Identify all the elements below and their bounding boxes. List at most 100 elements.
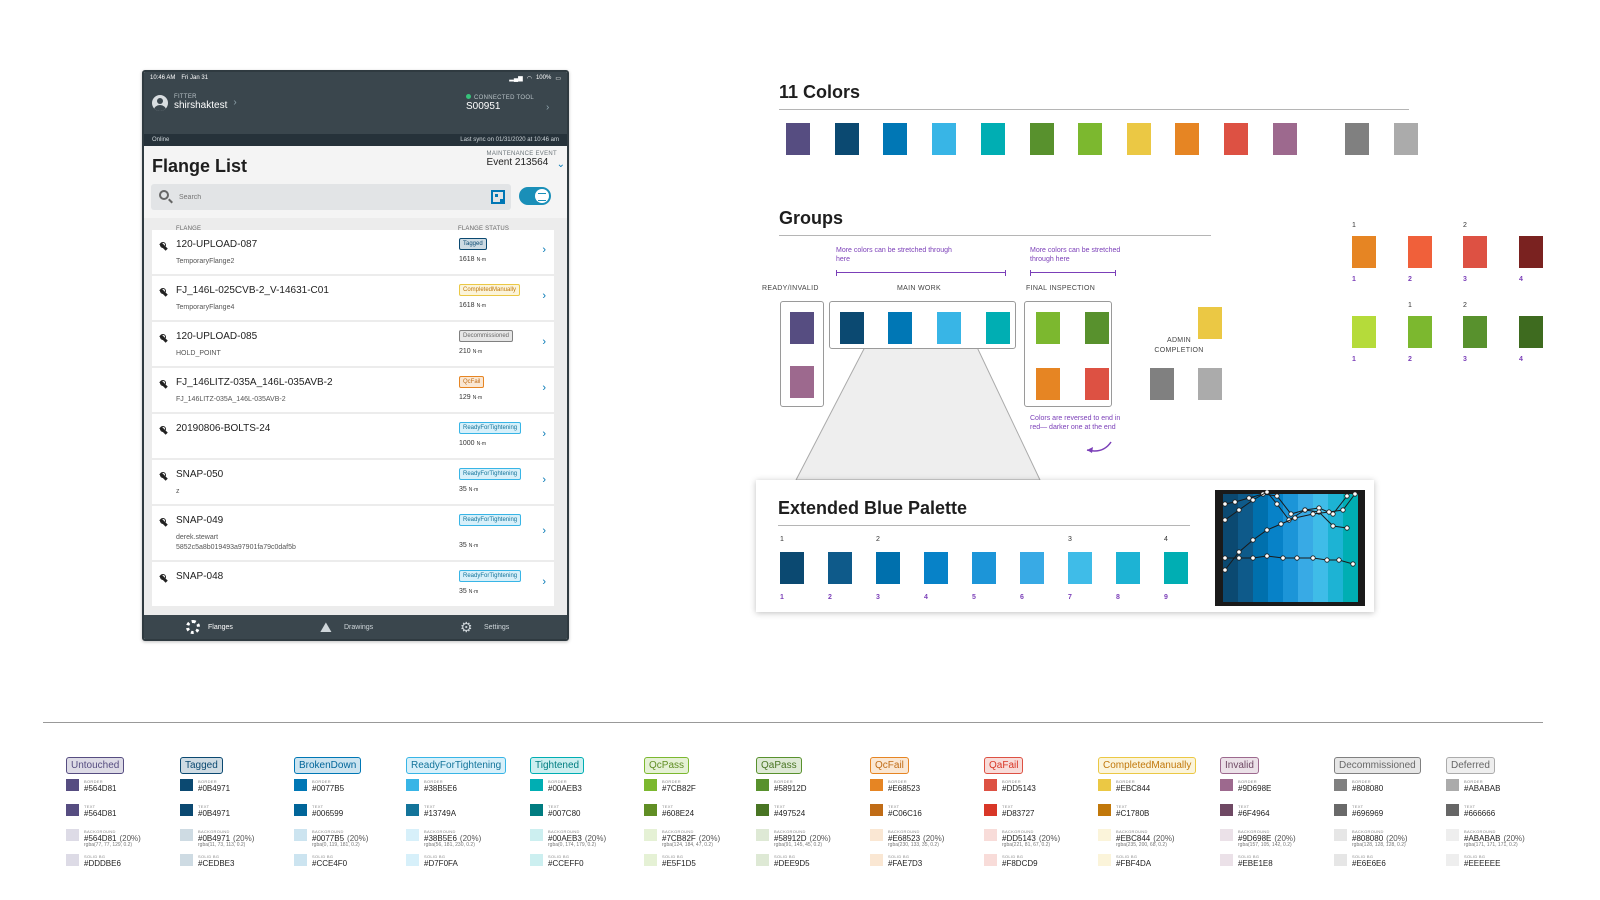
preview-band	[1253, 494, 1268, 602]
legend-solid-row: SOLID BG #CCE4F0	[294, 851, 394, 874]
legend-hex-value: #006599	[312, 809, 344, 818]
legend-hex: #EBC844	[1116, 784, 1150, 793]
title-bar: Flange List MAINTENANCE EVENT Event 2135…	[144, 146, 567, 182]
search-input[interactable]	[179, 190, 469, 204]
fitter-selector[interactable]: FITTER shirshaktest ›	[152, 94, 237, 111]
legend-hex: #D7F0FA	[424, 859, 458, 868]
legend-swatch	[180, 779, 193, 791]
tab-flanges[interactable]: Flanges	[186, 620, 233, 634]
legend-row-label: TEXT	[1116, 804, 1128, 809]
extended-top-number: 2	[876, 536, 880, 543]
legend-row-label: SOLID BG	[84, 854, 106, 859]
filter-toggle[interactable]	[519, 187, 551, 205]
wrench-icon	[159, 472, 168, 481]
ramp-bottom-number: 3	[1463, 276, 1467, 283]
legend-text-row: TEXT #6F4964	[1220, 801, 1320, 824]
legend-hex: #0B4971	[198, 809, 230, 818]
legend-hex-value: #D7F0FA	[424, 859, 458, 868]
anno-stretch-main: More colors can be stretched through her…	[836, 247, 952, 263]
group-color-swatch	[1198, 307, 1222, 339]
preview-line	[1225, 555, 1354, 565]
legend-hex-value: #696969	[1352, 809, 1384, 818]
legend-hex-value: #E6E6E6	[1352, 859, 1386, 868]
legend-badge: QcPass	[644, 757, 690, 774]
legend-border-row: BORDER #9D698E	[1220, 776, 1320, 799]
legend-hex-value: #EBE1E8	[1238, 859, 1273, 868]
legend-hex: #0077B5 (20%)	[312, 834, 368, 843]
maintenance-label: MAINTENANCE EVENT	[486, 151, 557, 157]
legend-row-label: BORDER	[888, 779, 907, 784]
chevron-right-icon: ›	[542, 428, 546, 440]
flange-subtitle: derek.stewart 5852c5a8b019493a97901fa79c0…	[176, 533, 296, 553]
legend-swatch	[530, 804, 543, 816]
legend-opacity: (20%)	[923, 834, 945, 843]
signal-icon: ▂▄▆	[509, 75, 523, 82]
preview-point	[1280, 555, 1286, 561]
torque-unit: N·m	[476, 441, 487, 447]
chevron-right-icon: ›	[542, 290, 546, 302]
battery-level: 100%	[535, 75, 552, 81]
column-flange-status: FLANGE STATUS	[458, 226, 510, 232]
online-status: Online	[152, 137, 170, 143]
flange-row[interactable]: FJ_146LITZ-035A_146L-035AVB-2 FJ_146LITZ-…	[152, 368, 554, 412]
extended-number: 3	[876, 594, 880, 601]
wrench-icon	[159, 242, 168, 251]
preview-point	[1274, 493, 1280, 499]
maintenance-event-selector[interactable]: MAINTENANCE EVENT Event 213564 ⌄	[486, 151, 565, 170]
torque-unit: N·m	[468, 543, 479, 549]
preview-point	[1222, 517, 1228, 523]
extended-title: Extended Blue Palette	[778, 498, 968, 518]
legend-swatch	[644, 779, 657, 791]
color-swatch	[1078, 123, 1102, 155]
ramp-bottom-number: 4	[1519, 276, 1523, 283]
torque-unit: N·m	[468, 589, 479, 595]
qr-scan-icon[interactable]	[491, 190, 505, 204]
preview-band	[1268, 494, 1283, 602]
ramp-top-number: 1	[1352, 222, 1356, 229]
legend-hex: #7CB82F	[662, 784, 696, 793]
legend-hex: #DD5143	[1002, 784, 1036, 793]
color-swatch	[1345, 123, 1369, 155]
extended-swatch	[924, 552, 948, 584]
torque-number: 1000	[459, 440, 475, 447]
flange-row[interactable]: 120-UPLOAD-087 TemporaryFlange2 Tagged 1618…	[152, 230, 554, 274]
flange-row[interactable]: SNAP-048 ReadyForTightening 35 N·m ›	[152, 562, 554, 606]
flange-row[interactable]: SNAP-049 derek.stewart 5852c5a8b019493a979…	[152, 506, 554, 560]
legend-text-row: TEXT #696969	[1334, 801, 1434, 824]
flange-row[interactable]: 120-UPLOAD-085 HOLD_POINT Decommissioned 21…	[152, 322, 554, 366]
legend-column: Tagged BORDER #0B4971 TEXT #0B4971 BACKGROUND…	[180, 755, 280, 874]
color-swatch	[1127, 123, 1151, 155]
legend-hex-value: #0077B5	[312, 784, 345, 793]
torque-value: 129 N·m	[459, 394, 482, 401]
legend-swatch	[180, 804, 193, 816]
extended-swatch	[972, 552, 996, 584]
legend-rgba: rgba(221, 81, 67, 0.2)	[1002, 842, 1051, 848]
legend-text-row: TEXT #497524	[756, 801, 856, 824]
flange-row[interactable]: 20190806-BOLTS-24 ReadyForTightening 1000 N…	[152, 414, 554, 458]
torque-value: 1000 N·m	[459, 440, 486, 447]
flange-subtitle-line: TemporaryFlange2	[176, 258, 235, 265]
tab-settings[interactable]: ⚙ Settings	[460, 620, 509, 634]
torque-number: 35	[459, 486, 467, 493]
legend-text-row: TEXT #D83727	[984, 801, 1084, 824]
legend-hex-value: #7CB82F	[662, 834, 696, 843]
legend-opacity: (20%)	[119, 834, 141, 843]
preview-band	[1328, 494, 1343, 602]
legend-row-label: BORDER	[424, 779, 443, 784]
legend-row-label: BACKGROUND	[774, 829, 806, 834]
flange-row[interactable]: FJ_146L-025CVB-2_V-14631-C01 TemporaryFla…	[152, 276, 554, 320]
legend-rgba: rgba(128, 128, 128, 0.2)	[1352, 842, 1406, 848]
ramp-swatch	[1352, 236, 1376, 268]
connected-tool-selector[interactable]: CONNECTED TOOL S00951 ›	[466, 94, 549, 113]
legend-hex-value: #808080	[1352, 834, 1384, 843]
status-badge: CompletedManually	[459, 284, 521, 296]
label-admin-completion: ADMIN COMPLETION	[1154, 337, 1204, 354]
preview-point	[1292, 515, 1298, 521]
legend-hex: #EEEEEE	[1464, 859, 1500, 868]
tab-drawings[interactable]: ⛰ Drawings	[320, 620, 373, 634]
status-badge: Tagged	[459, 238, 487, 250]
legend-hex: #0B4971	[198, 784, 230, 793]
flange-subtitle: HOLD_POINT	[176, 349, 221, 359]
flange-row[interactable]: SNAP-050 z ReadyForTightening 35 N·m ›	[152, 460, 554, 504]
torque-number: 129	[459, 394, 471, 401]
